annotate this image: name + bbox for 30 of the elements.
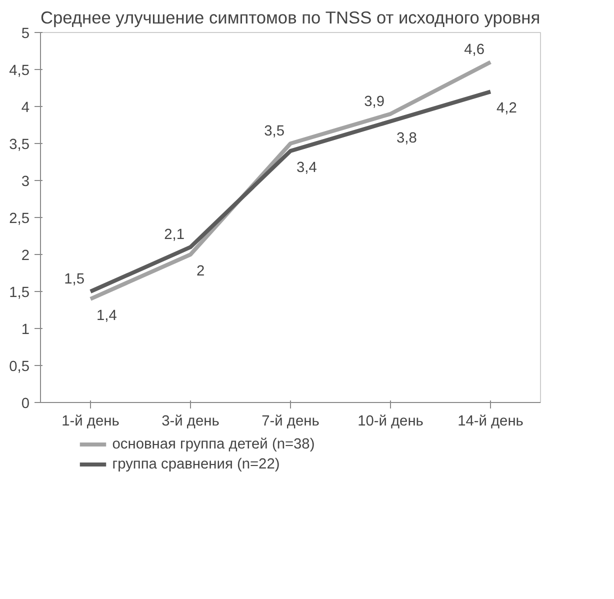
x-tick-label: 1-й день xyxy=(62,414,120,430)
y-tick-label: 0 xyxy=(21,396,30,412)
x-tick-label: 7-й день xyxy=(262,414,320,430)
data-label: 3,4 xyxy=(296,160,317,176)
data-label: 3,9 xyxy=(364,94,384,110)
y-tick-label: 4,5 xyxy=(9,63,30,79)
y-tick-label: 3 xyxy=(21,174,30,190)
data-label: 3,8 xyxy=(396,130,417,146)
y-tick-label: 2,5 xyxy=(9,211,30,227)
chart-title: Среднее улучшение симптомов по TNSS от исходного уровня xyxy=(40,8,540,28)
line-series xyxy=(88,90,492,294)
x-tick-label: 14-й день xyxy=(458,414,524,430)
data-label: 4,6 xyxy=(464,42,484,58)
y-tick-label: 5 xyxy=(21,26,30,42)
data-label: 2,1 xyxy=(164,227,184,244)
data-label: 1,5 xyxy=(64,272,84,288)
data-label: 2 xyxy=(196,264,205,280)
legend-label: основная группа детей (n=38) xyxy=(112,436,315,452)
data-label: 1,4 xyxy=(96,308,117,324)
x-tick-label: 3-й день xyxy=(162,414,220,430)
data-label: 3,5 xyxy=(264,124,284,140)
y-tick-label: 1 xyxy=(21,322,30,338)
y-tick-label: 0,5 xyxy=(9,359,30,375)
y-tick-label: 4 xyxy=(21,100,30,116)
y-tick-label: 2 xyxy=(21,248,30,264)
y-tick-label: 3,5 xyxy=(9,137,30,153)
y-tick-label: 1,5 xyxy=(9,285,30,301)
data-label: 4,2 xyxy=(496,100,517,117)
legend-label: группа сравнения (n=22) xyxy=(112,456,280,472)
x-tick-label: 10-й день xyxy=(358,414,424,430)
